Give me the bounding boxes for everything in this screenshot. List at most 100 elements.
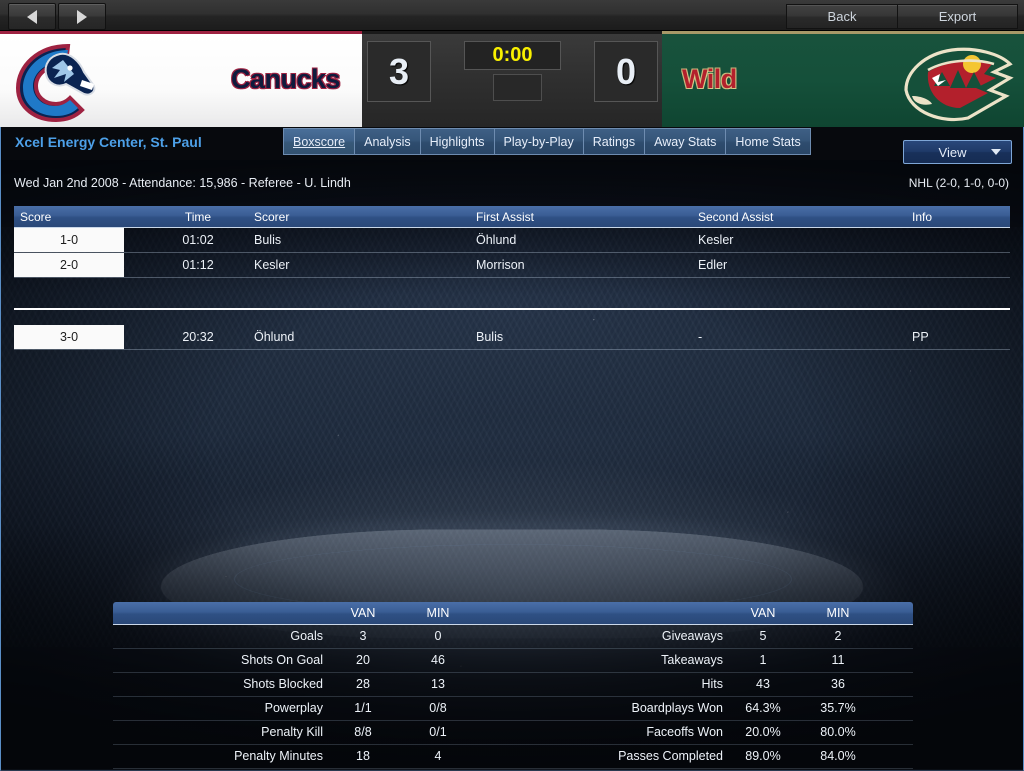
stats-col-min: MIN	[826, 606, 850, 620]
canucks-orca-logo	[15, 43, 96, 123]
table-row: Faceoffs Won 20.0% 80.0%	[513, 721, 913, 745]
triangle-right-icon	[77, 9, 87, 24]
stat-label: Shots Blocked	[243, 677, 323, 691]
goal-score: 3-0	[14, 325, 124, 349]
goal-time: 20:32	[182, 330, 214, 344]
score-center-panel: 3 0:00 0	[362, 31, 662, 127]
match-details: Wed Jan 2nd 2008 - Attendance: 15,986 - …	[14, 176, 351, 190]
league-record: NHL (2-0, 1-0, 0-0)	[908, 176, 1009, 190]
back-nav-button[interactable]	[8, 3, 56, 30]
stat-label: Goals	[290, 629, 323, 643]
goal-scorer: Öhlund	[254, 330, 295, 344]
table-row[interactable]: 2-0 01:12 Kesler Morrison Edler	[14, 253, 1010, 278]
table-row: Hits 43 36	[513, 673, 913, 697]
stat-label: Penalty Minutes	[234, 749, 323, 763]
away-team-band: Canucks	[0, 31, 362, 127]
col-header-first-assist: First Assist	[476, 210, 535, 224]
stats-header-right: VAN MIN	[513, 602, 913, 625]
period-indicator	[493, 74, 542, 101]
col-header-scorer: Scorer	[254, 210, 290, 224]
stat-label: Takeaways	[661, 653, 723, 667]
home-team-name: Wild	[682, 64, 737, 94]
col-header-info: Info	[912, 210, 933, 224]
stat-min: 0	[434, 629, 442, 643]
stat-label: Hits	[701, 677, 723, 691]
goal-score: 2-0	[14, 253, 124, 277]
stat-van: 1	[759, 653, 767, 667]
goal-info: PP	[912, 330, 929, 344]
stat-min: 36	[831, 677, 845, 691]
stats-col-min: MIN	[426, 606, 450, 620]
stat-van: 18	[356, 749, 370, 763]
tab-analysis[interactable]: Analysis	[354, 128, 420, 155]
back-button-label: Back	[827, 9, 857, 24]
view-dropdown-button[interactable]: View	[903, 140, 1012, 164]
stat-min: 2	[834, 629, 842, 643]
stats-col-van: VAN	[350, 606, 376, 620]
table-row: Powerplay 1/1 0/8	[113, 697, 513, 721]
table-row[interactable]: 3-0 20:32 Öhlund Bulis - PP	[14, 325, 1010, 350]
period-gap	[14, 315, 1010, 325]
goal-score: 1-0	[14, 228, 124, 252]
table-row: Boardplays Won 64.3% 35.7%	[513, 697, 913, 721]
stat-van: 1/1	[354, 701, 372, 715]
view-dropdown-label: View	[938, 144, 967, 160]
triangle-left-icon	[27, 9, 37, 24]
goal-second-assist: -	[698, 330, 703, 344]
stat-van: 43	[756, 677, 770, 691]
col-header-score: Score	[20, 210, 52, 224]
back-button[interactable]: Back	[786, 4, 898, 29]
stat-min: 4	[434, 749, 442, 763]
table-row: Goals 3 0	[113, 625, 513, 649]
tab-home-stats[interactable]: Home Stats	[725, 128, 811, 155]
stat-label: Giveaways	[661, 629, 723, 643]
stat-van: 20.0%	[745, 725, 781, 739]
goal-second-assist: Edler	[698, 258, 728, 272]
game-clock: 0:00	[464, 41, 561, 70]
col-header-time: Time	[184, 210, 212, 224]
goal-time: 01:12	[182, 258, 214, 272]
export-button[interactable]: Export	[897, 4, 1018, 29]
stat-label: Boardplays Won	[631, 701, 724, 715]
tab-play-by-play[interactable]: Play-by-Play	[493, 128, 583, 155]
team-stats-tables: VAN MIN Goals 3 0 Shots On Goal 20 46 Sh…	[113, 602, 913, 769]
top-toolbar: Back Export	[0, 0, 1024, 31]
table-row: Takeaways 1 11	[513, 649, 913, 673]
table-row[interactable]: 1-0 01:02 Bulis Öhlund Kesler	[14, 228, 1010, 253]
table-row: Giveaways 5 2	[513, 625, 913, 649]
goal-scorer: Kesler	[254, 258, 290, 272]
section-tabs[interactable]: Boxscore Analysis Highlights Play-by-Pla…	[283, 128, 811, 155]
period-separator	[14, 302, 1010, 315]
goal-first-assist: Öhlund	[476, 233, 517, 247]
stat-label: Shots On Goal	[241, 653, 323, 667]
export-button-label: Export	[938, 9, 977, 24]
stat-min: 84.0%	[820, 749, 856, 763]
stats-col-van: VAN	[750, 606, 776, 620]
home-score: 0	[594, 41, 658, 102]
tab-ratings[interactable]: Ratings	[582, 128, 645, 155]
stat-min: 13	[431, 677, 445, 691]
stat-min: 0/8	[429, 701, 447, 715]
table-row: Passes Completed 89.0% 84.0%	[513, 745, 913, 769]
goal-scorer: Bulis	[254, 233, 282, 247]
tab-highlights[interactable]: Highlights	[419, 128, 494, 155]
venue-name: Xcel Energy Center, St. Paul	[15, 134, 202, 150]
stat-van: 89.0%	[745, 749, 781, 763]
tab-boxscore[interactable]: Boxscore	[283, 128, 355, 155]
tab-away-stats[interactable]: Away Stats	[644, 128, 726, 155]
stat-label: Penalty Kill	[261, 725, 323, 739]
team-stats-left: VAN MIN Goals 3 0 Shots On Goal 20 46 Sh…	[113, 602, 513, 769]
goal-first-assist: Morrison	[476, 258, 525, 272]
home-team-band: Wild	[662, 31, 1024, 127]
forward-nav-button[interactable]	[58, 3, 106, 30]
period-gap	[14, 278, 1010, 302]
stat-van: 3	[359, 629, 367, 643]
table-row: Penalty Kill 8/8 0/1	[113, 721, 513, 745]
stats-header-left: VAN MIN	[113, 602, 513, 625]
goal-time: 01:02	[182, 233, 214, 247]
scoring-summary-table: Score Time Scorer First Assist Second As…	[14, 206, 1010, 350]
stat-van: 28	[356, 677, 370, 691]
scoreboard-header: Canucks 3 0:00 0 Wild Boxscore Analysis …	[0, 31, 1024, 155]
table-row: Shots On Goal 20 46	[113, 649, 513, 673]
stat-min: 11	[831, 653, 845, 667]
